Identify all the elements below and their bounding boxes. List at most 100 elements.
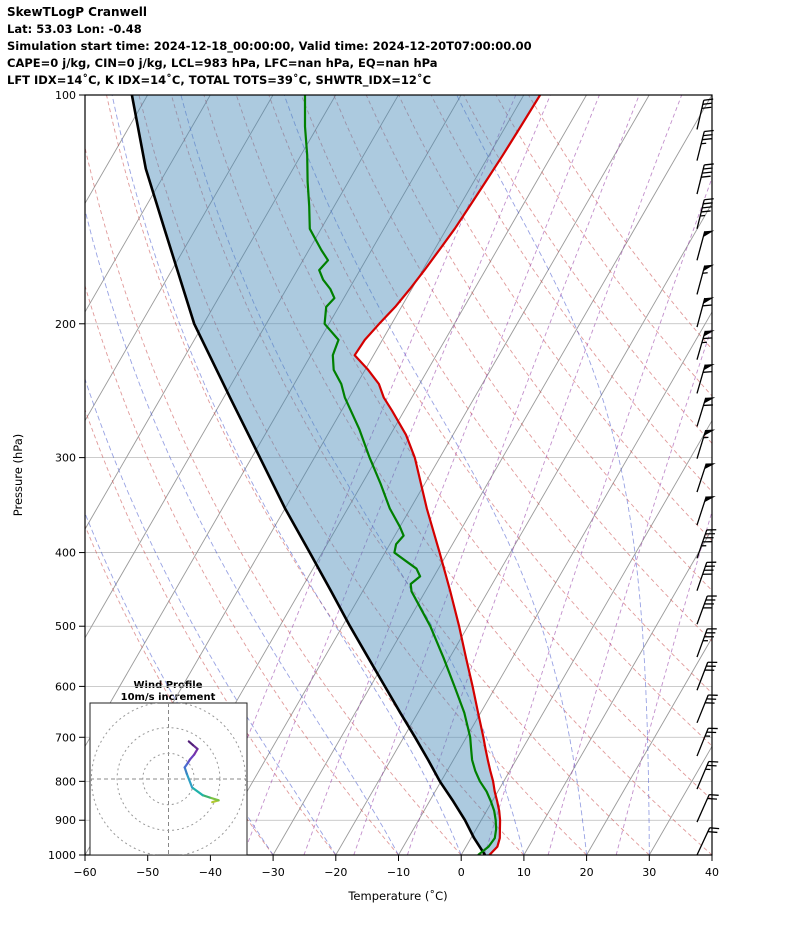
- hodograph-ring: [116, 727, 221, 831]
- isotherm-line: [398, 311, 712, 855]
- mixing-ratio-line: [406, 95, 683, 855]
- chart-title: SkewTLogP Cranwell: [7, 5, 147, 19]
- dry-adiabat-line: [463, 95, 712, 445]
- wind-barb-staff: [696, 694, 709, 724]
- inset-title-line1: Wind Profile: [134, 680, 203, 691]
- dry-adiabat-line: [300, 95, 712, 694]
- moist-adiabat-line: [283, 95, 588, 855]
- mixing-ratio-line: [303, 95, 600, 855]
- isotherm-line: [85, 95, 399, 639]
- wind-barbs: [696, 98, 720, 856]
- wind-barb-feather: [702, 206, 712, 209]
- moist-adiabat-line: [775, 95, 794, 855]
- dry-adiabat-line: [85, 408, 337, 855]
- wind-barb-feather: [702, 102, 713, 105]
- wind-barb-staff: [696, 164, 705, 195]
- wind-barb-staff: [696, 628, 708, 658]
- isotherm-line: [711, 854, 712, 855]
- temperature-curve: [353, 95, 542, 855]
- header-block: SkewTLogP Cranwell Lat: 53.03 Lon: -0.48…: [7, 4, 532, 89]
- wind-barb-feather: [702, 171, 712, 174]
- dewpoint-curve: [303, 95, 498, 855]
- y-tick-label: 300: [55, 452, 76, 465]
- wind-barb-staff: [696, 595, 708, 625]
- isotherm-line: [210, 95, 650, 855]
- mixing-ratio-line: [242, 95, 551, 855]
- dry-adiabat-line: [170, 95, 650, 855]
- wind-barb-staff: [696, 562, 708, 591]
- wind-profile-inset: [89, 702, 248, 856]
- wind-barb-feather: [709, 827, 720, 830]
- y-tick-label: 800: [55, 775, 76, 788]
- mixing-ratio-line: [484, 176, 712, 855]
- indices-line-1: CAPE=0 j/kg, CIN=0 j/kg, LCL=983 hPa, LF…: [7, 56, 438, 70]
- wind-barb-staff: [696, 728, 709, 757]
- x-tick-label: −10: [387, 866, 410, 879]
- inset-content: [90, 703, 247, 855]
- wind-barb-staff: [696, 297, 706, 328]
- wind-barb-staff: [696, 463, 707, 493]
- wind-barb-pennant: [704, 429, 716, 436]
- dry-adiabat-line: [528, 95, 712, 350]
- wind-barb-pennant: [704, 463, 716, 470]
- isotherm-line: [85, 95, 337, 531]
- wind-barb-feather: [702, 304, 713, 307]
- dry-adiabat-line: [365, 95, 712, 592]
- dry-adiabat-line: [203, 95, 712, 855]
- wind-barb-staff: [696, 199, 705, 229]
- hodograph-trace-segment: [187, 740, 195, 747]
- x-tick-label: 20: [580, 866, 594, 879]
- wind-barb-staff: [696, 794, 710, 823]
- x-axis-title: Temperature (˚C): [347, 888, 447, 903]
- inset-title-line2: 10m/s increment: [121, 692, 216, 703]
- moist-adiabat-line: [85, 208, 399, 855]
- wind-barb-staff: [696, 131, 705, 161]
- isotherm-line: [460, 419, 712, 855]
- wind-barb-feather: [703, 133, 713, 137]
- wind-barb-feather: [709, 793, 719, 796]
- wind-barb-staff: [696, 529, 708, 559]
- mixing-ratio-line: [547, 325, 712, 855]
- wind-barb-staff: [696, 265, 706, 295]
- x-tick-label: 0: [458, 866, 465, 879]
- moist-adiabat-line: [85, 377, 337, 855]
- wind-barb-staff: [696, 100, 705, 130]
- wind-barb-pennant: [703, 363, 715, 371]
- y-tick-label: 1000: [48, 849, 76, 862]
- x-tick-label: 40: [705, 866, 719, 879]
- dry-adiabat-line: [106, 95, 525, 855]
- wind-barb-feather: [701, 106, 712, 110]
- isotherm-line: [586, 636, 712, 855]
- wind-barb-staff: [696, 231, 706, 261]
- wind-barb-staff: [696, 330, 706, 360]
- cape-shaded-region: [131, 95, 541, 855]
- x-tick-label: −30: [261, 866, 284, 879]
- wind-barb-pennant: [703, 330, 715, 337]
- wind-barb-feather: [707, 830, 718, 834]
- wind-barb-staff: [696, 761, 710, 790]
- moist-adiabat-line: [180, 95, 525, 855]
- wind-barb-feather: [701, 175, 711, 178]
- hodograph-trace-segment: [208, 796, 220, 802]
- wind-barb-half-feather: [700, 214, 706, 217]
- hodograph-ring: [142, 752, 195, 806]
- moist-adiabat-line: [111, 95, 462, 855]
- dry-adiabat-line: [430, 95, 712, 493]
- isotherm-line: [648, 745, 712, 855]
- isotherm-line: [272, 95, 712, 855]
- wind-barb-feather: [703, 337, 713, 340]
- wind-barb-staff: [696, 827, 711, 856]
- dry-adiabat-line: [85, 284, 399, 855]
- dry-adiabat-line: [495, 95, 712, 397]
- wind-barb-staff: [696, 496, 707, 526]
- wind-barb-staff: [696, 661, 709, 691]
- mixing-ratio-line: [353, 95, 640, 855]
- dry-adiabat-line: [398, 95, 712, 542]
- hodograph-trace-segment: [188, 753, 196, 761]
- y-tick-label: 600: [55, 680, 76, 693]
- y-tick-label: 200: [55, 318, 76, 331]
- wind-barb-pennant: [703, 297, 715, 304]
- wind-barb-pennant: [703, 230, 715, 238]
- x-tick-label: −20: [324, 866, 347, 879]
